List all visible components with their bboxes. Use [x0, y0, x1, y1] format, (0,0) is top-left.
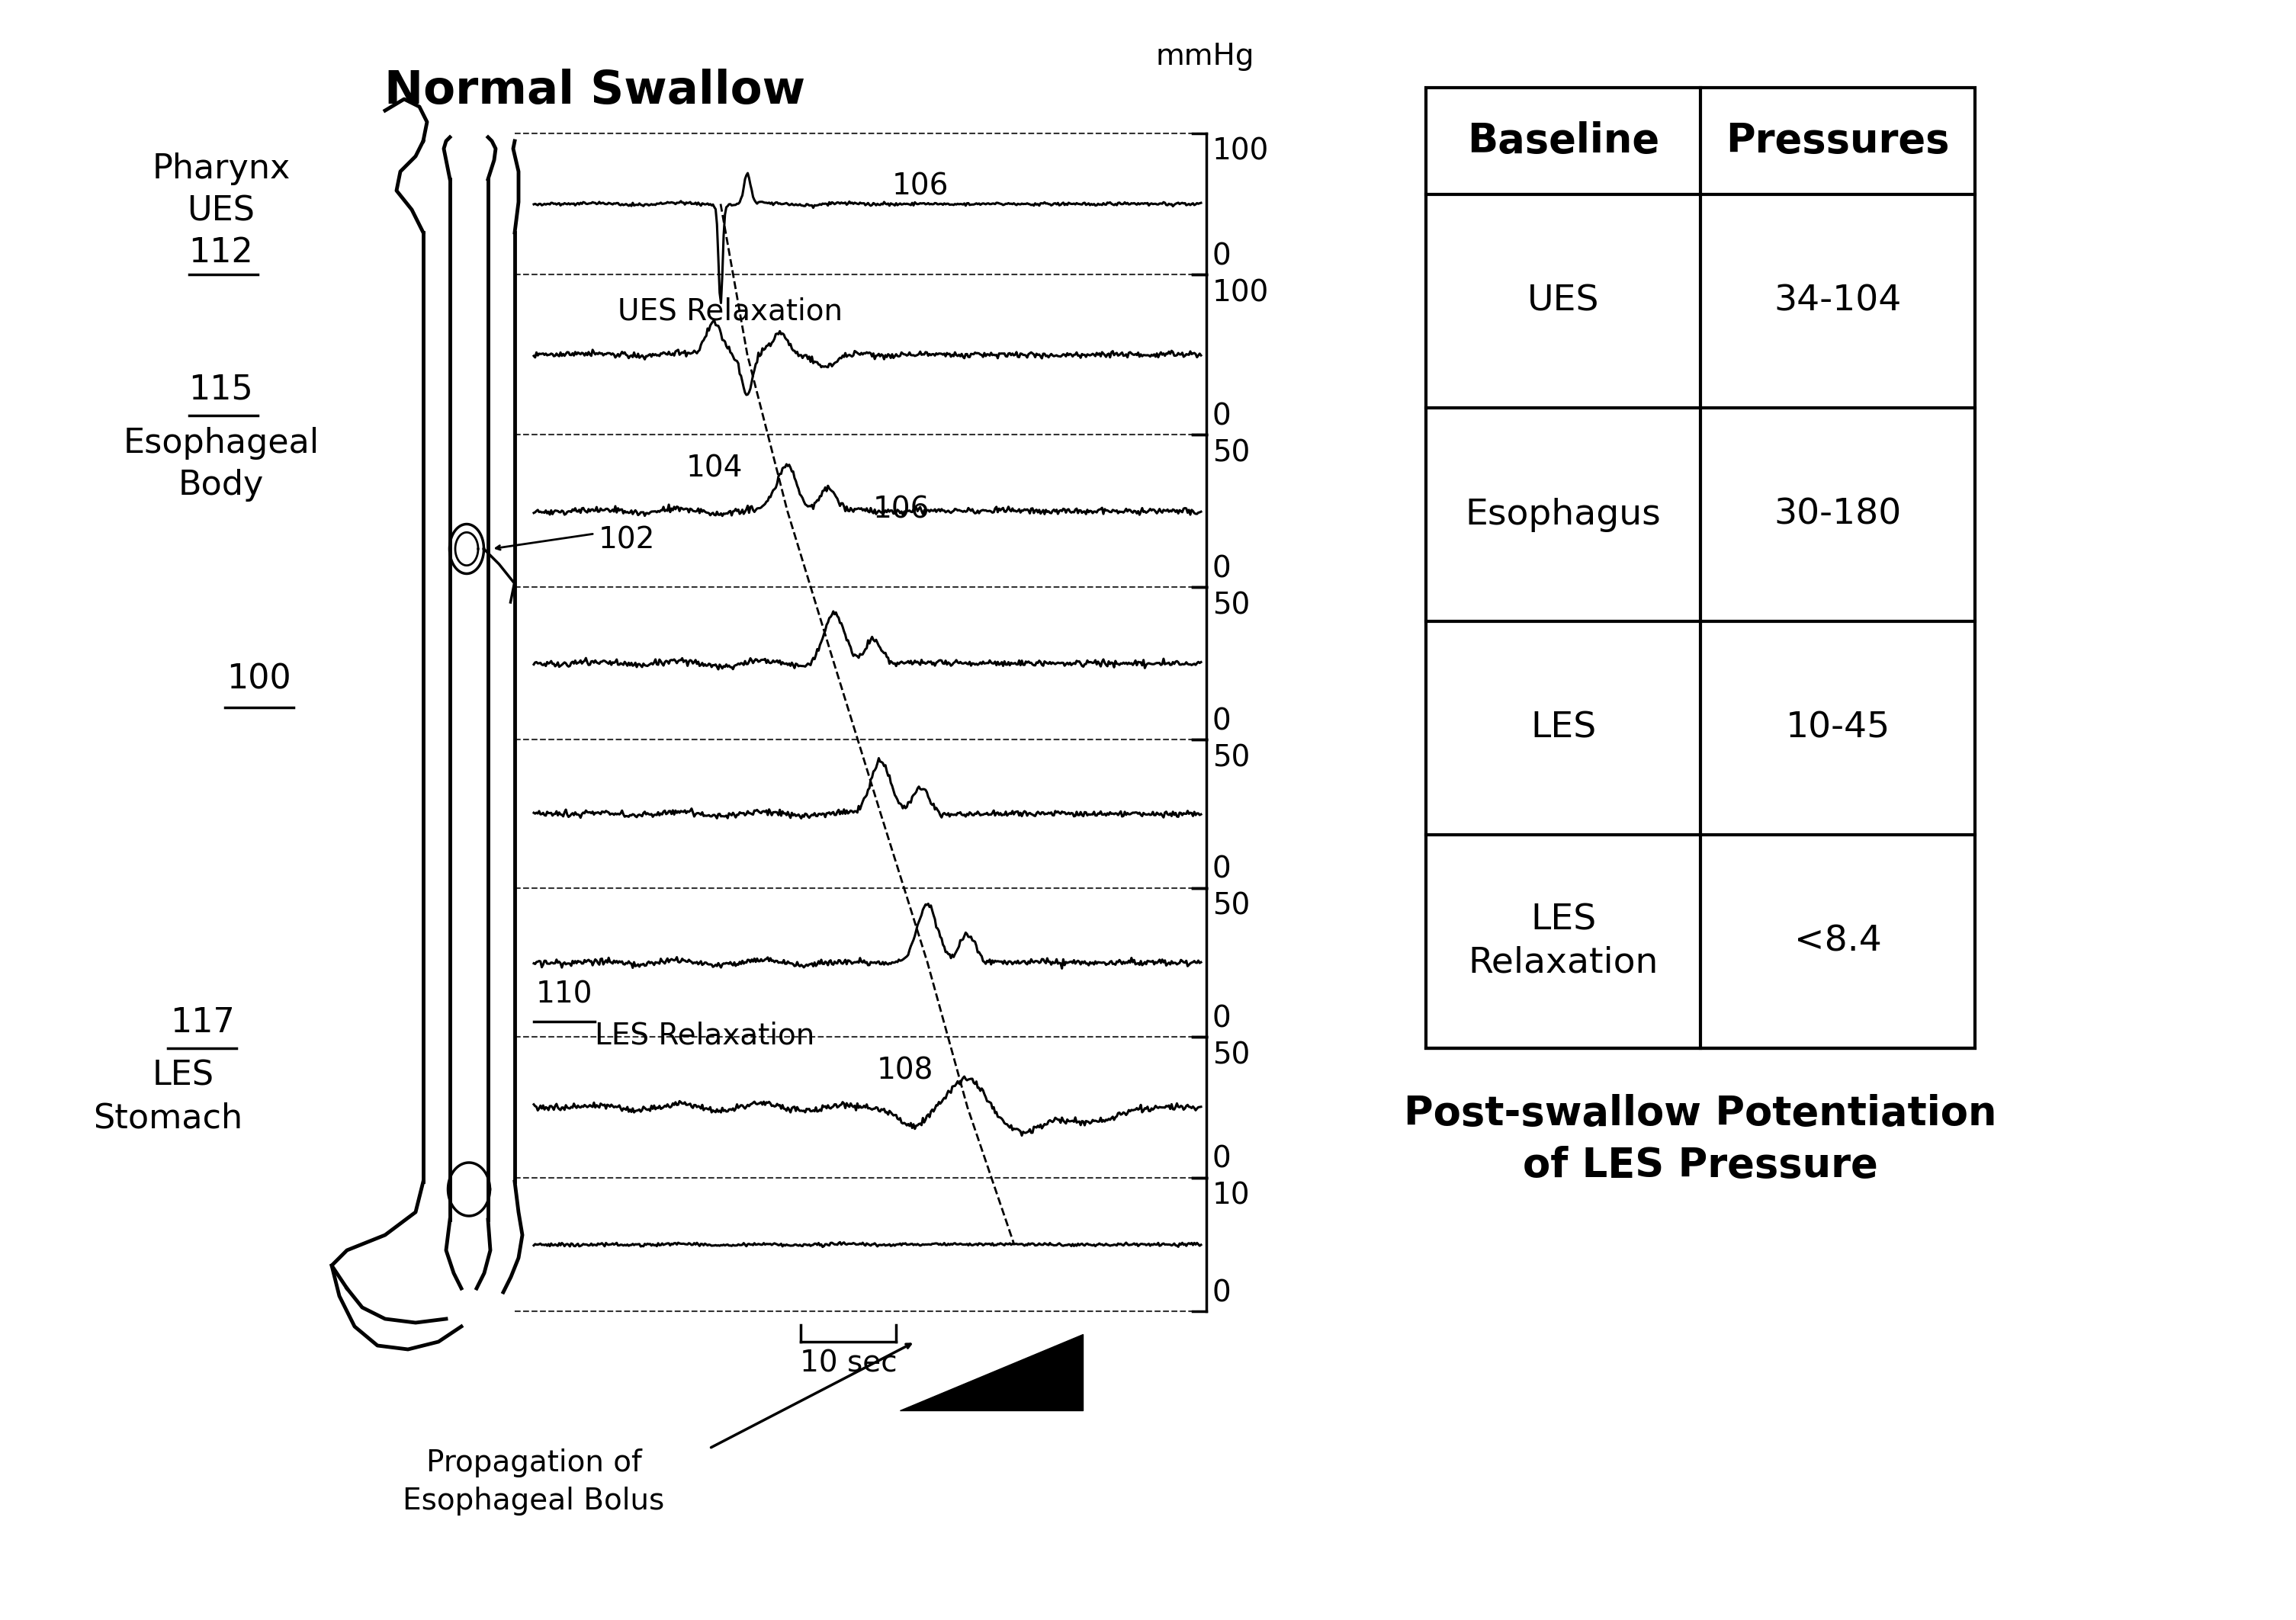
Text: 110: 110	[535, 980, 592, 1009]
Text: 30-180: 30-180	[1775, 497, 1901, 531]
Text: 0: 0	[1212, 241, 1231, 271]
Text: 10 sec: 10 sec	[799, 1349, 898, 1379]
Text: 50: 50	[1212, 591, 1249, 620]
Text: 0: 0	[1212, 1278, 1231, 1307]
Text: LES
Relaxation: LES Relaxation	[1467, 904, 1658, 980]
Text: 0: 0	[1212, 855, 1231, 885]
Text: 100: 100	[1212, 138, 1270, 167]
Text: 0: 0	[1212, 706, 1231, 735]
Text: 115: 115	[188, 374, 253, 407]
Text: 108: 108	[877, 1056, 934, 1085]
Text: mmHg: mmHg	[1155, 42, 1254, 71]
Text: Normal Swallow: Normal Swallow	[383, 68, 806, 113]
Text: 106: 106	[872, 496, 930, 525]
Text: 104: 104	[687, 454, 744, 483]
Text: Baseline: Baseline	[1467, 122, 1660, 160]
Text: 100: 100	[1212, 279, 1270, 308]
Bar	[1426, 87, 1975, 1048]
Text: Pressures: Pressures	[1727, 122, 1949, 160]
Text: 50: 50	[1212, 744, 1249, 773]
Text: 0: 0	[1212, 554, 1231, 583]
Text: 50: 50	[1212, 439, 1249, 467]
Text: Post-swallow Potentiation
of LES Pressure: Post-swallow Potentiation of LES Pressur…	[1405, 1094, 1998, 1186]
Text: 50: 50	[1212, 893, 1249, 920]
Text: 50: 50	[1212, 1040, 1249, 1069]
Text: UES: UES	[1527, 284, 1600, 318]
Text: 100: 100	[227, 663, 292, 697]
Text: 117: 117	[170, 1006, 234, 1038]
Text: 0: 0	[1212, 1145, 1231, 1174]
Text: 112: 112	[188, 237, 253, 269]
Text: LES Relaxation: LES Relaxation	[595, 1022, 815, 1050]
Text: Esophagus: Esophagus	[1465, 497, 1660, 531]
Polygon shape	[900, 1335, 1084, 1411]
Text: Propagation of
Esophageal Bolus: Propagation of Esophageal Bolus	[402, 1448, 664, 1516]
Text: LES: LES	[1531, 711, 1596, 745]
Text: 0: 0	[1212, 1004, 1231, 1034]
Text: LES: LES	[152, 1059, 214, 1092]
Text: 0: 0	[1212, 402, 1231, 431]
Text: 34-104: 34-104	[1775, 284, 1901, 318]
Text: 10-45: 10-45	[1786, 711, 1890, 745]
Text: Body: Body	[179, 468, 264, 502]
Text: Stomach: Stomach	[92, 1102, 243, 1134]
Text: Pharynx: Pharynx	[152, 152, 289, 185]
Text: 106: 106	[893, 172, 948, 201]
Text: UES: UES	[188, 194, 255, 227]
Text: <8.4: <8.4	[1793, 925, 1880, 959]
Text: 102: 102	[599, 526, 654, 556]
Text: UES Relaxation: UES Relaxation	[618, 298, 843, 326]
Text: Esophageal: Esophageal	[124, 428, 319, 460]
Text: 10: 10	[1212, 1181, 1251, 1210]
